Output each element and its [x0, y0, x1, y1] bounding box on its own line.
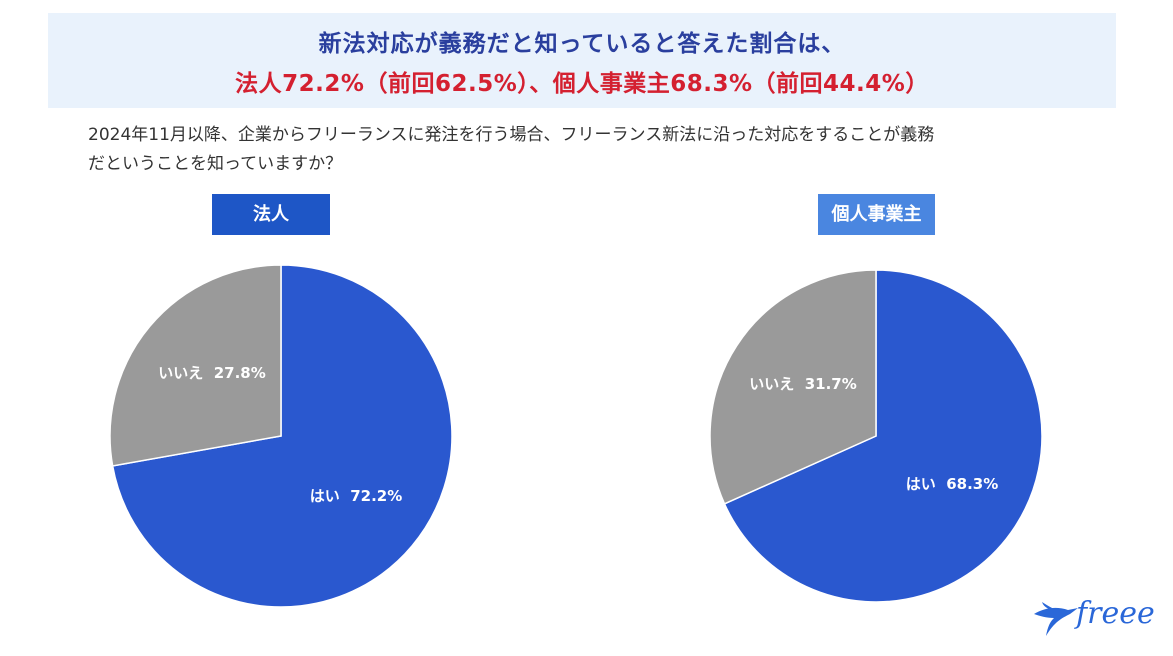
- pie-slice-yes: [723, 269, 1043, 603]
- chart-title-corporation: 法人: [212, 194, 330, 235]
- pie-slice-yes: [111, 264, 453, 608]
- slice-label-no: いいえ 27.8%: [158, 364, 265, 382]
- pie-chart-sole-proprietor: はい 68.3% いいえ 31.7%: [709, 269, 1043, 603]
- slice-label-yes: はい 68.3%: [906, 475, 998, 493]
- slice-label-no: いいえ 31.7%: [749, 375, 856, 393]
- freee-logo: freee: [1032, 594, 1162, 642]
- slice-label-yes: はい 72.2%: [310, 487, 402, 505]
- question-line-2: だということを知っていますか？: [88, 154, 343, 174]
- question-line-1: 2024年11月以降、企業からフリーランスに発注を行う場合、フリーランス新法に沿…: [88, 125, 935, 145]
- logo-text: freee: [1076, 596, 1155, 631]
- headline-line-2: 法人72.2%（前回62.5%）、個人事業主68.3%（前回44.4%）: [235, 71, 929, 97]
- survey-question: 2024年11月以降、企業からフリーランスに発注を行う場合、フリーランス新法に沿…: [88, 121, 1098, 179]
- chart-title-sole-proprietor: 個人事業主: [818, 194, 935, 235]
- bird-logo-icon: [1034, 602, 1078, 636]
- pie-slice-no: [709, 269, 877, 505]
- headline-banner: 新法対応が義務だと知っていると答えた割合は、 法人72.2%（前回62.5%）、…: [48, 13, 1116, 108]
- pie-chart-corporation: はい 72.2% いいえ 27.8%: [109, 264, 453, 608]
- headline-line-1: 新法対応が義務だと知っていると答えた割合は、: [318, 31, 846, 57]
- pie-slice-no: [109, 264, 282, 467]
